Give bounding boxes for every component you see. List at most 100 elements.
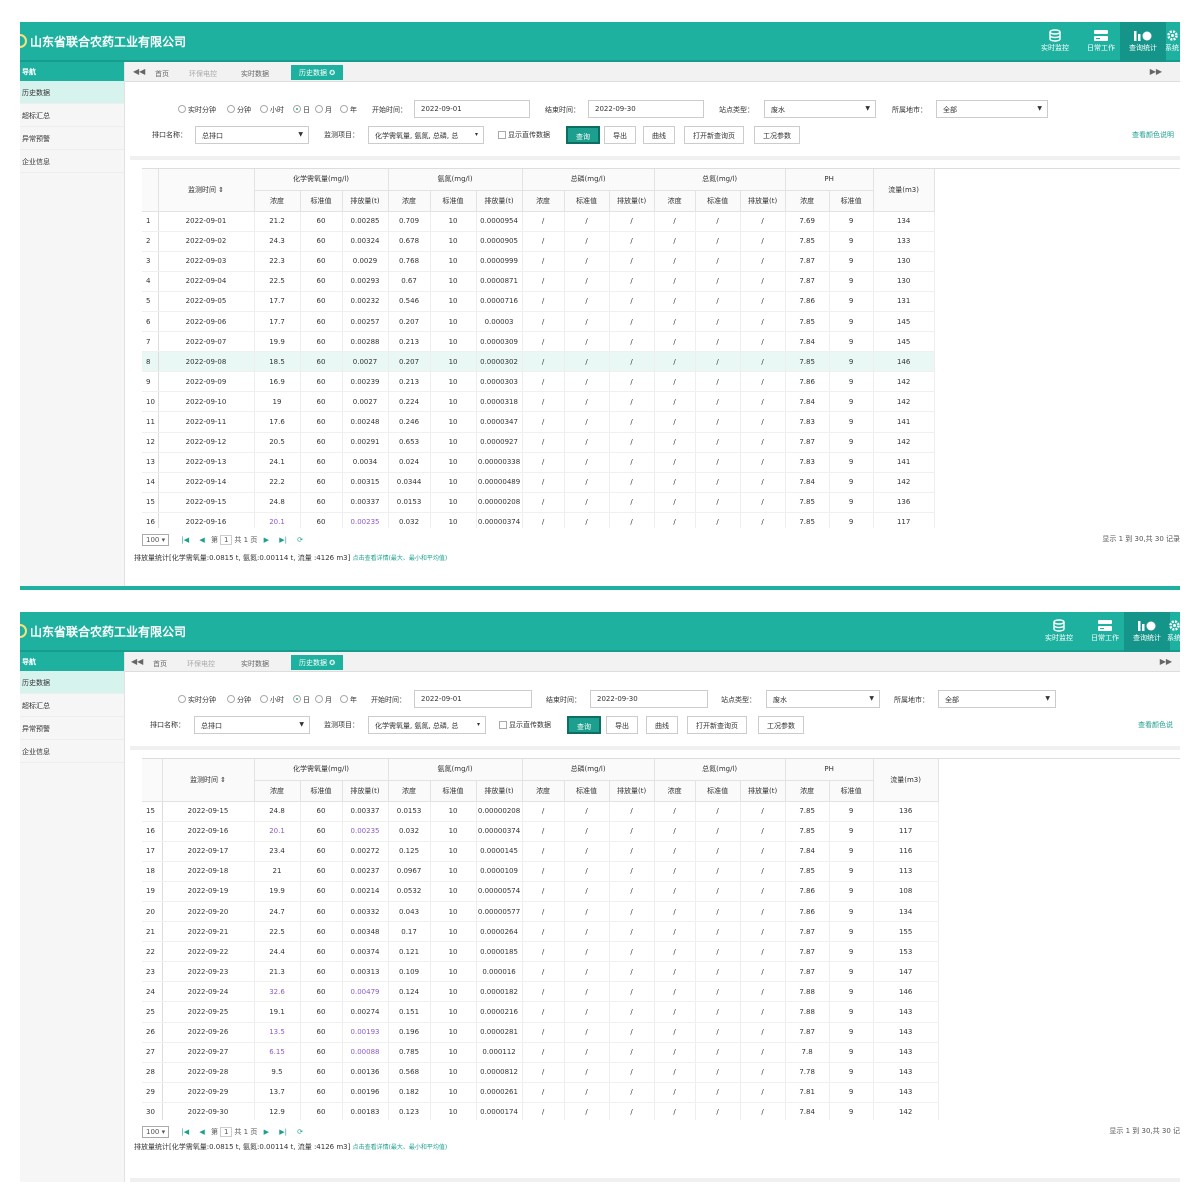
tab-env-control[interactable]: 环保电控	[187, 660, 215, 668]
page-number-input[interactable]: 1	[220, 1127, 233, 1137]
table-row[interactable]: 12 2022-09-12 20.5 60 0.00291 0.653 10 0.000092…	[142, 432, 935, 453]
radio-hour[interactable]	[260, 105, 268, 113]
tab-history-data[interactable]: 历史数据 ✪	[291, 65, 344, 80]
table-row[interactable]: 16 2022-09-16 20.1 60 0.00235 0.032 10 0.000003…	[142, 821, 939, 842]
sidebar-item-history[interactable]: 历史数据	[20, 81, 124, 104]
time-header[interactable]: 监测时间 ⇕	[158, 169, 255, 212]
table-row[interactable]: 23 2022-09-23 21.3 60 0.00313 0.109 10 0.000016…	[142, 961, 939, 983]
prev-page-icon[interactable]: ◀	[199, 536, 205, 544]
radio-realtime-minute[interactable]	[178, 105, 186, 113]
table-row[interactable]: 21 2022-09-21 22.5 60 0.00348 0.17 10 0.0000264…	[142, 921, 939, 943]
export-button[interactable]: 导出	[606, 716, 638, 734]
table-row[interactable]: 1 2022-09-01 21.2 60 0.00285 0.709 10 0.0000954…	[142, 211, 935, 232]
condition-params-button[interactable]: 工况参数	[754, 126, 800, 144]
radio-hour[interactable]	[260, 695, 268, 703]
table-row[interactable]: 4 2022-09-04 22.5 60 0.00293 0.67 10 0.0000871/…	[142, 271, 935, 292]
region-select[interactable]: 全部 ▼	[936, 100, 1048, 118]
next-page-icon[interactable]: ▶	[263, 1128, 269, 1136]
table-row[interactable]: 6 2022-09-06 17.7 60 0.00257 0.207 10 0.00003//…	[142, 311, 935, 333]
last-page-icon[interactable]: ▶|	[279, 536, 287, 544]
tab-realtime-data[interactable]: 实时数据	[241, 70, 269, 78]
page-number-input[interactable]: 1	[220, 535, 233, 545]
table-row[interactable]: 7 2022-09-07 19.9 60 0.00288 0.213 10 0.0000309…	[142, 331, 935, 353]
show-straight-checkbox[interactable]	[499, 721, 507, 729]
radio-year[interactable]	[340, 105, 348, 113]
radio-month[interactable]	[315, 695, 323, 703]
table-row[interactable]: 24 2022-09-24 32.6 60 0.00479 0.124 10 0.000018…	[142, 981, 939, 1003]
region-select[interactable]: 全部 ▼	[938, 690, 1056, 708]
first-page-icon[interactable]: |◀	[181, 1128, 190, 1136]
table-row[interactable]: 27 2022-09-27 6.15 60 0.00088 0.785 10 0.000112…	[142, 1042, 939, 1063]
sidebar-item-history[interactable]: 历史数据	[20, 671, 124, 694]
radio-minute[interactable]	[227, 695, 235, 703]
topbar-query-stats[interactable]: 查询统计	[1120, 22, 1166, 62]
table-row[interactable]: 17 2022-09-17 23.4 60 0.00272 0.125 10 0.000014…	[142, 841, 939, 862]
topbar-daily-work[interactable]: 日常工作	[1078, 22, 1124, 62]
tab-env-control[interactable]: 环保电控	[189, 70, 217, 78]
open-new-query-button[interactable]: 打开新查询页	[684, 126, 744, 144]
color-help-link[interactable]: 查看颜色说	[1138, 721, 1173, 729]
table-row[interactable]: 18 2022-09-18 21 60 0.00237 0.0967 10 0.0000109…	[142, 861, 939, 882]
emission-details-link[interactable]: 点击查看详情(最大、最小和平均值)	[352, 1144, 448, 1151]
tab-scroll-right-icon[interactable]: ▶▶	[1159, 657, 1172, 666]
topbar-system[interactable]: 系统	[1164, 612, 1180, 652]
export-button[interactable]: 导出	[604, 126, 636, 144]
outlet-select[interactable]: 总排口 ▼	[194, 716, 310, 734]
table-row[interactable]: 2 2022-09-02 24.3 60 0.00324 0.678 10 0.0000905…	[142, 231, 935, 252]
table-row[interactable]: 26 2022-09-26 13.5 60 0.00193 0.196 10 0.000028…	[142, 1022, 939, 1043]
next-page-icon[interactable]: ▶	[263, 536, 269, 544]
radio-day[interactable]	[293, 105, 301, 113]
sidebar-item-company-info[interactable]: 企业信息	[20, 150, 124, 173]
end-time-input[interactable]: 2022-09-30	[588, 100, 704, 118]
sidebar-item-exceed-summary[interactable]: 超标汇总	[20, 694, 124, 717]
page-size-select[interactable]: 100 ▾	[142, 1126, 170, 1138]
topbar-system[interactable]: 系统	[1160, 22, 1180, 62]
topbar-realtime[interactable]: 实时监控	[1032, 22, 1078, 62]
monitor-items-select[interactable]: 化学需氧量, 氨氮, 总磷, 总 ▾	[368, 716, 486, 734]
table-row[interactable]: 15 2022-09-15 24.8 60 0.00337 0.0153 10 0.00000…	[142, 801, 939, 822]
start-time-input[interactable]: 2022-09-01	[414, 100, 530, 118]
refresh-icon[interactable]: ⟳	[297, 536, 304, 544]
station-type-select[interactable]: 废水 ▼	[766, 690, 880, 708]
tab-home[interactable]: 首页	[153, 660, 167, 668]
tab-realtime-data[interactable]: 实时数据	[241, 660, 269, 668]
radio-minute[interactable]	[227, 105, 235, 113]
first-page-icon[interactable]: |◀	[181, 536, 190, 544]
table-row[interactable]: 14 2022-09-14 22.2 60 0.00315 0.0344 10 0.00000…	[142, 472, 935, 493]
sidebar-item-company-info[interactable]: 企业信息	[20, 740, 124, 763]
outlet-select[interactable]: 总排口 ▼	[195, 126, 309, 144]
table-row[interactable]: 10 2022-09-10 19 60 0.0027 0.224 10 0.0000318//…	[142, 391, 935, 413]
topbar-query-stats[interactable]: 查询统计	[1124, 612, 1170, 652]
table-row[interactable]: 8 2022-09-08 18.5 60 0.0027 0.207 10 0.0000302/…	[142, 351, 935, 373]
table-row[interactable]: 22 2022-09-22 24.4 60 0.00374 0.121 10 0.000018…	[142, 941, 939, 963]
sidebar-item-alerts[interactable]: 异常预警	[20, 717, 124, 740]
station-type-select[interactable]: 废水 ▼	[764, 100, 876, 118]
tab-scroll-left-icon[interactable]: ◀◀	[133, 67, 146, 76]
color-help-link[interactable]: 查看颜色说明	[1132, 131, 1174, 139]
last-page-icon[interactable]: ▶|	[279, 1128, 287, 1136]
sidebar-item-exceed-summary[interactable]: 超标汇总	[20, 104, 124, 127]
query-button[interactable]: 查询	[566, 126, 600, 144]
table-row[interactable]: 29 2022-09-29 13.7 60 0.00196 0.182 10 0.000026…	[142, 1082, 939, 1103]
time-header[interactable]: 监测时间 ⇕	[162, 759, 255, 802]
tab-history-data[interactable]: 历史数据 ✪	[291, 655, 344, 670]
table-row[interactable]: 9 2022-09-09 16.9 60 0.00239 0.213 10 0.0000303…	[142, 371, 935, 393]
prev-page-icon[interactable]: ◀	[199, 1128, 205, 1136]
radio-year[interactable]	[340, 695, 348, 703]
tab-home[interactable]: 首页	[155, 70, 169, 78]
table-row[interactable]: 19 2022-09-19 19.9 60 0.00214 0.0532 10 0.00000…	[142, 881, 939, 902]
table-row[interactable]: 5 2022-09-05 17.7 60 0.00232 0.546 10 0.0000716…	[142, 291, 935, 312]
start-time-input[interactable]: 2022-09-01	[414, 690, 532, 708]
table-row[interactable]: 15 2022-09-15 24.8 60 0.00337 0.0153 10 0.00000…	[142, 492, 935, 513]
table-row[interactable]: 28 2022-09-28 9.5 60 0.00136 0.568 10 0.0000812…	[142, 1062, 939, 1083]
tab-scroll-right-icon[interactable]: ▶▶	[1149, 67, 1162, 76]
table-row[interactable]: 16 2022-09-16 20.1 60 0.00235 0.032 10 0.000003…	[142, 512, 935, 528]
monitor-items-select[interactable]: 化学需氧量, 氨氮, 总磷, 总 ▾	[368, 126, 484, 144]
table-row[interactable]: 25 2022-09-25 19.1 60 0.00274 0.151 10 0.000021…	[142, 1001, 939, 1023]
open-new-query-button[interactable]: 打开新查询页	[687, 716, 747, 734]
radio-month[interactable]	[315, 105, 323, 113]
curve-button[interactable]: 曲线	[646, 716, 678, 734]
sidebar-item-alerts[interactable]: 异常预警	[20, 127, 124, 150]
radio-day[interactable]	[293, 695, 301, 703]
table-row[interactable]: 11 2022-09-11 17.6 60 0.00248 0.246 10 0.000034…	[142, 411, 935, 433]
